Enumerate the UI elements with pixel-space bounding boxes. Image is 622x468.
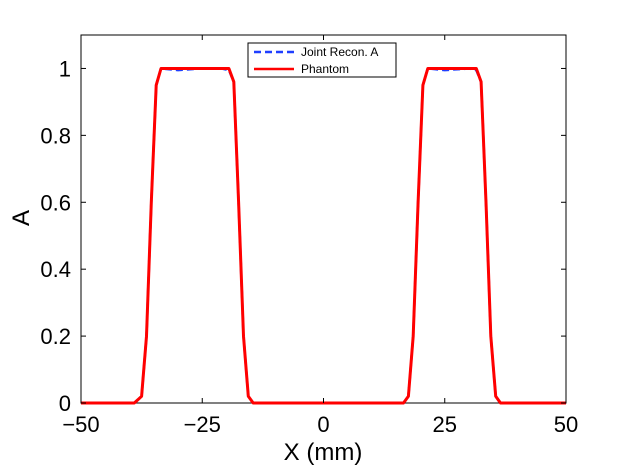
y-axis-label: A xyxy=(8,210,35,226)
legend-box xyxy=(247,42,397,78)
x-tick-label: −25 xyxy=(184,412,221,437)
legend-label-phantom: Phantom xyxy=(301,62,349,76)
x-tick-label: 50 xyxy=(554,412,578,437)
y-tick-label: 0.4 xyxy=(40,257,71,282)
y-tick-label: 0.8 xyxy=(40,123,71,148)
x-axis-label: X (mm) xyxy=(284,439,363,466)
series-line-phantom xyxy=(81,67,566,405)
tick-layer: −50 −25 0 25 50 0 0.2 0.4 0.6 0.8 1 xyxy=(40,35,578,437)
x-tick-label: −50 xyxy=(62,412,99,437)
y-tick-label: 0 xyxy=(59,391,71,416)
series-layer xyxy=(81,67,566,405)
y-tick-label: 1 xyxy=(59,56,71,81)
legend: Joint Recon. A Phantom xyxy=(247,42,397,78)
legend-label-joint-recon: Joint Recon. A xyxy=(301,45,378,59)
x-tick-label: 25 xyxy=(433,412,457,437)
x-tick-label: 0 xyxy=(317,412,329,437)
y-tick-label: 0.6 xyxy=(40,190,71,215)
y-tick-label: 0.2 xyxy=(40,324,71,349)
